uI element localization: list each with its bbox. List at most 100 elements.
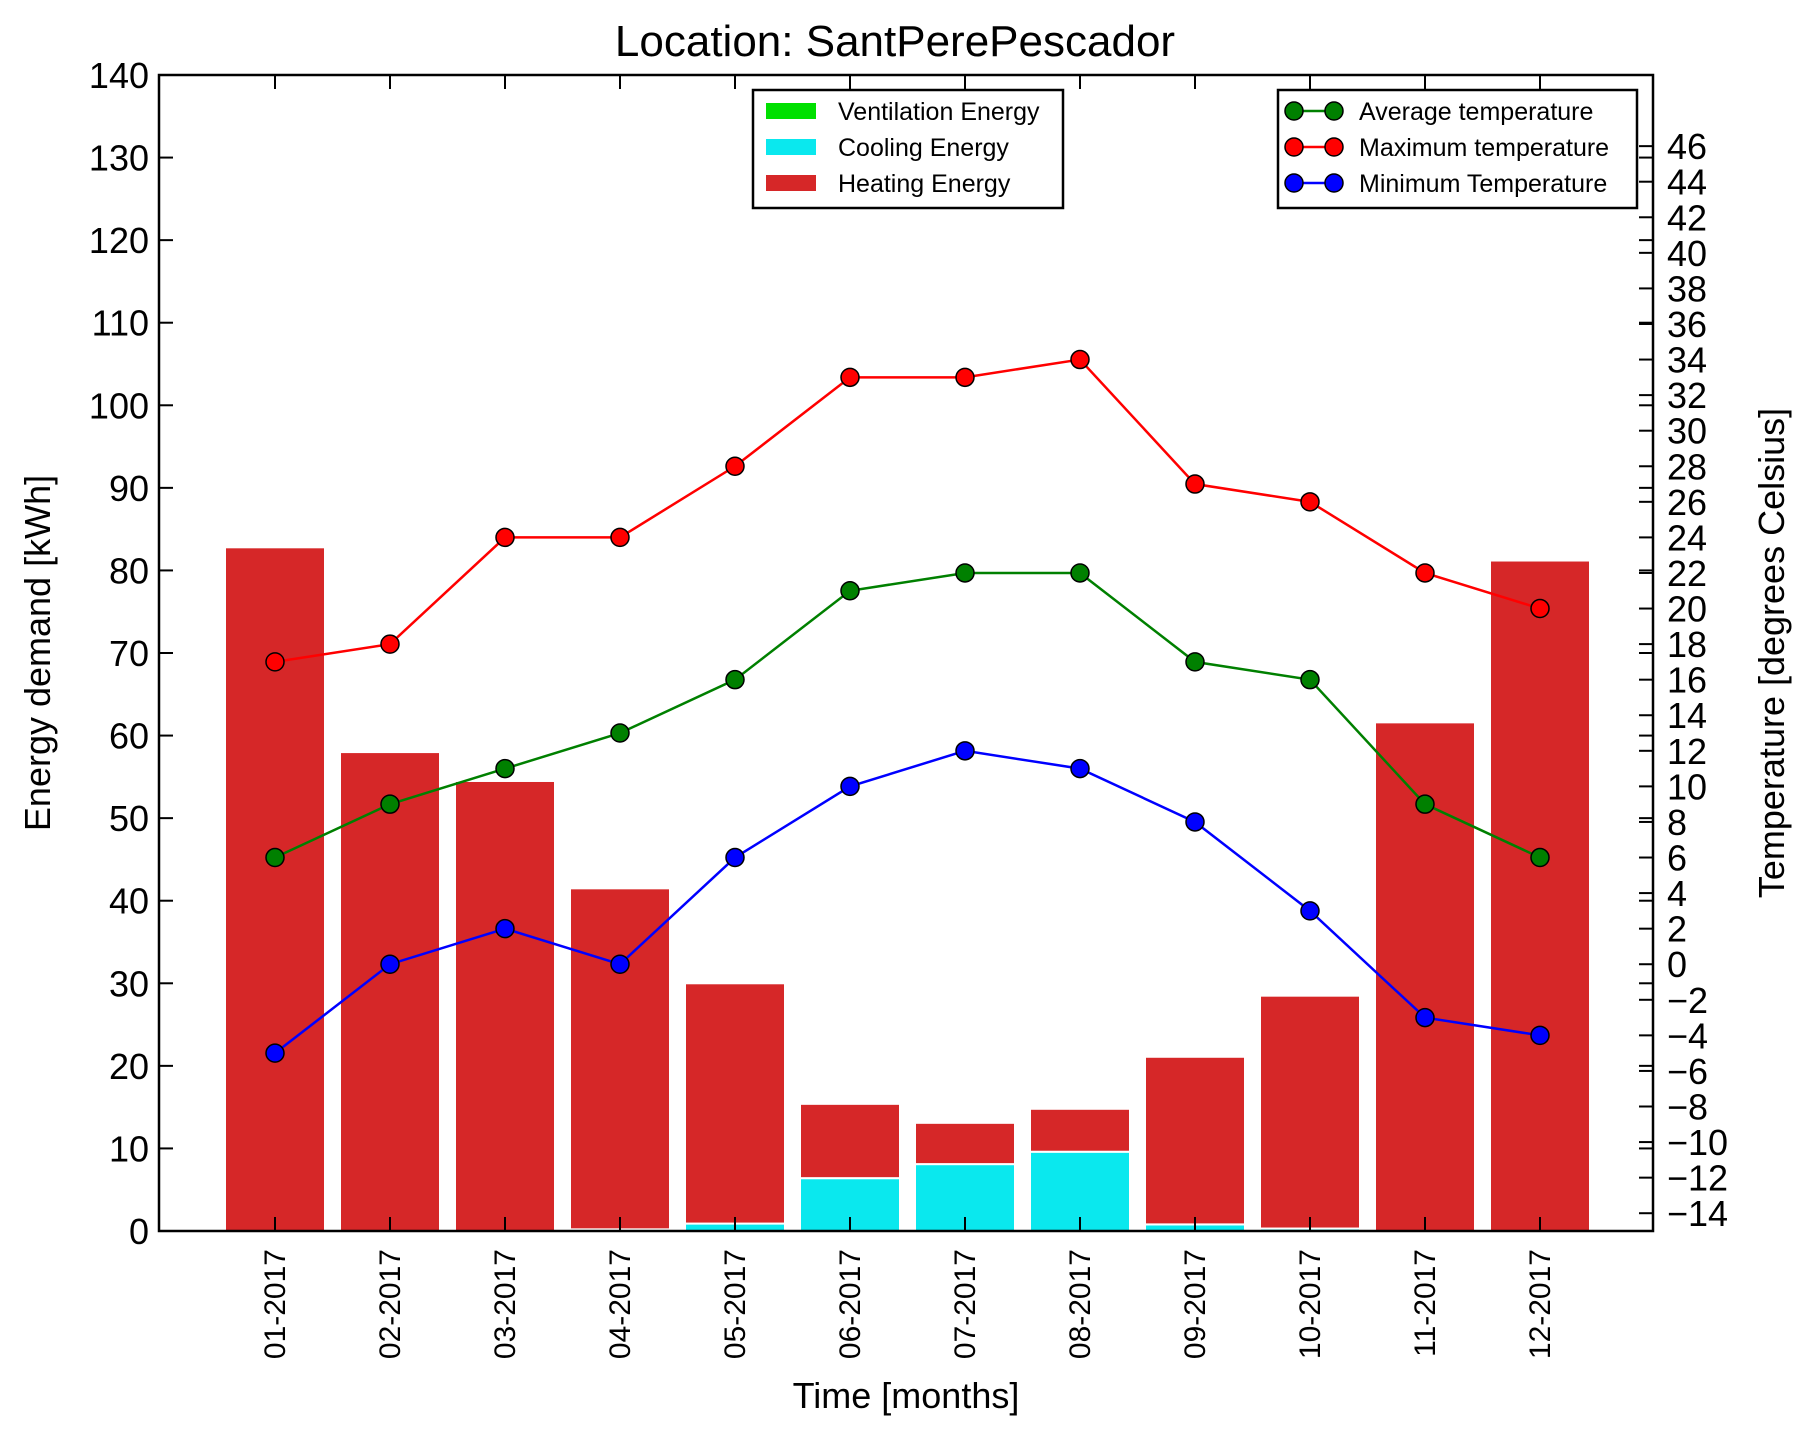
x-tick-label: 02-2017 — [374, 1249, 407, 1359]
x-tick-label: 08-2017 — [1064, 1249, 1097, 1359]
maximum-temperature-legend-label: Maximum temperature — [1359, 134, 1609, 162]
average-temperature-point-05-2017 — [725, 669, 745, 690]
heating-energy-bar-06-2017 — [799, 1102, 901, 1180]
heating-energy-bar-09-2017 — [1144, 1055, 1246, 1226]
heating-energy-bar-10-2017 — [1259, 994, 1361, 1230]
x-tick-label: 11-2017 — [1409, 1249, 1442, 1357]
y2-tick-label: 2 — [1667, 909, 1687, 950]
y2-tick-label: 42 — [1667, 197, 1707, 238]
heating-energy-bar-05-2017 — [684, 982, 786, 1225]
chart-title: Location: SantPerePescador — [615, 17, 1175, 66]
y2-tick-label: 38 — [1667, 268, 1707, 309]
minimum-temperature-point-04-2017 — [610, 954, 630, 974]
minimum-temperature-point-05-2017 — [725, 847, 745, 868]
average-temperature-point-01-2017 — [265, 847, 285, 868]
y2-tick-label: 46 — [1667, 126, 1707, 167]
average-temperature-point-10-2017 — [1300, 669, 1320, 690]
y2-tick-label: 8 — [1667, 802, 1687, 843]
y-tick-label: 0 — [129, 1211, 149, 1252]
y2-tick-label: 24 — [1667, 517, 1707, 558]
legend-lines: Average temperature Maximum temperature Mi… — [1276, 88, 1639, 210]
maximum-temperature-legend-marker — [1324, 137, 1344, 157]
maximum-temperature-point-09-2017 — [1185, 474, 1205, 494]
ventilation-energy-legend-swatch — [766, 103, 816, 119]
minimum-temperature-point-12-2017 — [1530, 1025, 1550, 1046]
average-temperature-point-11-2017 — [1415, 794, 1435, 814]
y2-tick-label: 0 — [1667, 944, 1687, 985]
x-tick-label: 09-2017 — [1179, 1249, 1212, 1359]
lines-layer — [265, 349, 1550, 1063]
y2-tick-label: 10 — [1667, 766, 1707, 807]
heating-energy-bar-04-2017 — [569, 887, 671, 1231]
x-tick-label: 04-2017 — [604, 1249, 637, 1359]
x-tick-label: 07-2017 — [949, 1249, 982, 1359]
maximum-temperature-line — [274, 358, 1541, 664]
y2-tick-label: 6 — [1667, 838, 1687, 879]
y2-tick-label: 12 — [1667, 731, 1707, 772]
y2-tick-label: 32 — [1667, 375, 1707, 416]
y2-tick-label: −14 — [1667, 1193, 1728, 1234]
y2-tick-label: 28 — [1667, 446, 1707, 487]
y2-tick-label: 44 — [1667, 162, 1707, 203]
heating-energy-bar-01-2017 — [224, 546, 326, 1232]
average-temperature-legend-marker — [1284, 101, 1304, 121]
minimum-temperature-legend-marker — [1324, 173, 1344, 193]
y2-tick-label: 26 — [1667, 482, 1707, 523]
minimum-temperature-point-10-2017 — [1300, 901, 1320, 921]
x-tick-label: 06-2017 — [834, 1249, 867, 1359]
y-tick-label: 60 — [109, 716, 149, 757]
y-tick-label: 80 — [109, 550, 149, 591]
maximum-temperature-point-06-2017 — [840, 367, 860, 388]
average-temperature-point-06-2017 — [840, 581, 860, 601]
bars-layer — [224, 546, 1591, 1233]
x-tick-label: 03-2017 — [489, 1249, 522, 1359]
y-tick-label: 130 — [89, 138, 149, 179]
y2-tick-label: −6 — [1667, 1051, 1708, 1092]
y2-tick-label: 18 — [1667, 624, 1707, 665]
minimum-temperature-point-11-2017 — [1415, 1007, 1435, 1028]
average-temperature-point-03-2017 — [495, 758, 515, 779]
legend-bars: Ventilation Energy Cooling Energy Heating … — [751, 88, 1065, 210]
minimum-temperature-point-06-2017 — [840, 776, 860, 797]
y-axis-label: Energy demand [kWh] — [17, 475, 58, 831]
y-tick-label: 140 — [89, 55, 149, 96]
average-temperature-point-07-2017 — [955, 563, 975, 583]
maximum-temperature-point-02-2017 — [380, 634, 400, 654]
y2-tick-label: 36 — [1667, 304, 1707, 345]
minimum-temperature-legend-label: Minimum Temperature — [1359, 170, 1607, 198]
y2-tick-label: 4 — [1667, 873, 1687, 914]
y2-tick-label: −2 — [1667, 980, 1708, 1021]
y2-tick-label: 14 — [1667, 695, 1707, 736]
minimum-temperature-point-07-2017 — [955, 741, 975, 761]
y2-tick-label: 30 — [1667, 411, 1707, 452]
y-tick-label: 100 — [89, 385, 149, 426]
minimum-temperature-line — [274, 749, 1541, 1055]
y2-tick-label: −8 — [1667, 1087, 1708, 1128]
maximum-temperature-point-12-2017 — [1530, 598, 1550, 619]
maximum-temperature-point-07-2017 — [955, 367, 975, 388]
heating-energy-bar-08-2017 — [1029, 1107, 1131, 1153]
axes-layer: 0102030405060708090100110120130140−14−12… — [89, 55, 1728, 1359]
minimum-temperature-point-02-2017 — [380, 954, 400, 974]
heating-energy-legend-label: Heating Energy — [838, 170, 1011, 198]
y2-tick-label: 16 — [1667, 660, 1707, 701]
cooling-energy-legend-swatch — [766, 139, 816, 155]
y-tick-label: 10 — [109, 1128, 149, 1169]
y2-axis-label: Temperature [degrees Celsius] — [1751, 408, 1792, 898]
minimum-temperature-point-09-2017 — [1185, 812, 1205, 832]
y2-tick-label: −10 — [1667, 1122, 1728, 1163]
average-temperature-point-04-2017 — [610, 723, 630, 743]
y-tick-label: 90 — [109, 468, 149, 509]
y2-tick-label: −4 — [1667, 1015, 1708, 1056]
average-temperature-legend-marker — [1324, 101, 1344, 121]
maximum-temperature-point-05-2017 — [725, 456, 745, 477]
y-tick-label: 50 — [109, 798, 149, 839]
maximum-temperature-legend-marker — [1284, 137, 1304, 157]
y-tick-label: 120 — [89, 220, 149, 261]
y-tick-label: 20 — [109, 1046, 149, 1087]
minimum-temperature-point-08-2017 — [1070, 758, 1090, 779]
average-temperature-line — [274, 571, 1541, 859]
ventilation-energy-legend-label: Ventilation Energy — [838, 98, 1040, 126]
average-temperature-point-02-2017 — [380, 794, 400, 814]
